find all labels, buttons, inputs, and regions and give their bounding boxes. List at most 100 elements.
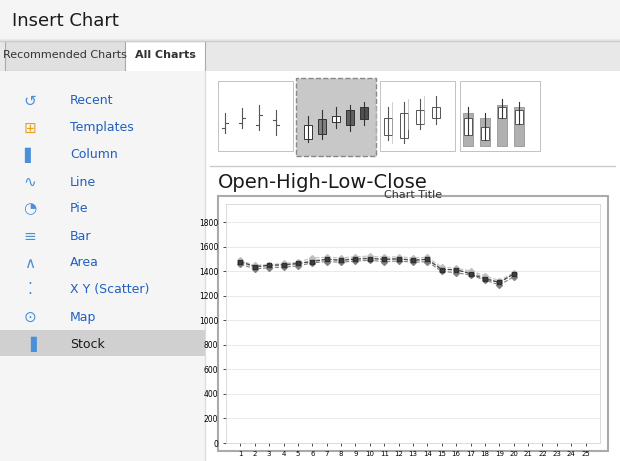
Low	[453, 270, 460, 275]
Bar	[346, 110, 354, 125]
High	[309, 255, 316, 260]
Low	[481, 277, 489, 283]
Low	[381, 259, 388, 264]
Low	[352, 258, 359, 264]
Low	[237, 261, 244, 267]
High	[337, 255, 345, 260]
Bar	[432, 107, 440, 118]
Text: Insert Chart: Insert Chart	[12, 12, 119, 30]
Low	[467, 272, 474, 278]
High	[395, 254, 402, 260]
Text: ∿: ∿	[24, 175, 37, 189]
Close	[481, 276, 489, 282]
Text: ◔: ◔	[24, 201, 37, 217]
Low	[337, 260, 345, 265]
Close	[495, 280, 503, 285]
Bar	[0, 0, 620, 41]
Open	[309, 258, 316, 263]
Close	[280, 262, 287, 267]
Low	[309, 260, 316, 266]
Bar	[304, 125, 312, 139]
Bar	[384, 118, 392, 135]
Line: High: High	[238, 254, 516, 283]
Text: Bar: Bar	[70, 230, 92, 242]
Text: Stock: Stock	[70, 337, 105, 350]
Text: ⊙: ⊙	[24, 309, 37, 325]
Open	[395, 256, 402, 261]
Text: Line: Line	[70, 176, 96, 189]
Open	[495, 280, 503, 285]
Bar	[0, 39, 620, 71]
Bar	[497, 105, 507, 146]
Bar	[125, 41, 205, 73]
High	[237, 258, 244, 263]
Bar	[0, 330, 205, 356]
Low	[395, 258, 402, 264]
Low	[409, 260, 417, 265]
Low	[323, 259, 330, 264]
Line: Close: Close	[238, 256, 516, 285]
Bar	[218, 196, 608, 451]
High	[438, 264, 446, 270]
Line: Low: Low	[238, 258, 516, 287]
Close	[251, 264, 259, 269]
Open	[453, 267, 460, 273]
Text: ▐: ▐	[24, 337, 36, 352]
Bar	[218, 81, 293, 151]
Low	[265, 265, 273, 271]
Bar	[0, 71, 205, 461]
High	[352, 254, 359, 260]
Bar	[498, 107, 506, 118]
Low	[423, 259, 431, 264]
Text: X Y (Scatter): X Y (Scatter)	[70, 284, 149, 296]
Bar	[5, 41, 125, 71]
Open	[280, 262, 287, 268]
Open	[438, 266, 446, 272]
Text: All Charts: All Charts	[135, 50, 195, 60]
High	[423, 254, 431, 260]
Bar	[460, 81, 540, 151]
High	[323, 254, 330, 260]
Close	[366, 256, 374, 261]
Close	[337, 258, 345, 263]
Text: Recent: Recent	[70, 95, 113, 107]
Bar	[380, 81, 455, 151]
High	[510, 270, 518, 275]
Text: Area: Area	[70, 256, 99, 270]
High	[495, 278, 503, 284]
Text: ▌: ▌	[24, 148, 36, 163]
Text: ↺: ↺	[24, 94, 37, 108]
Open	[265, 263, 273, 269]
High	[481, 273, 489, 278]
Text: Pie: Pie	[70, 202, 89, 215]
Bar	[400, 113, 408, 138]
Bar	[416, 110, 424, 124]
High	[381, 254, 388, 260]
High	[409, 255, 417, 260]
Open	[423, 256, 431, 262]
Close	[352, 256, 359, 262]
Bar	[480, 118, 490, 146]
Open	[337, 257, 345, 262]
Close	[423, 257, 431, 262]
Close	[467, 271, 474, 277]
Bar	[318, 119, 326, 134]
Bar	[205, 71, 620, 461]
Open	[237, 260, 244, 265]
Low	[366, 258, 374, 263]
Open	[381, 256, 388, 262]
Text: ⊞: ⊞	[24, 120, 37, 136]
Open	[481, 275, 489, 280]
Open	[294, 261, 302, 267]
Text: ≡: ≡	[24, 229, 37, 243]
Close	[237, 259, 244, 264]
Open	[366, 255, 374, 260]
Close	[453, 267, 460, 272]
Bar	[332, 116, 340, 122]
High	[294, 260, 302, 265]
High	[453, 266, 460, 271]
Close	[510, 271, 518, 277]
High	[265, 262, 273, 267]
Low	[251, 266, 259, 272]
Bar	[514, 107, 524, 146]
